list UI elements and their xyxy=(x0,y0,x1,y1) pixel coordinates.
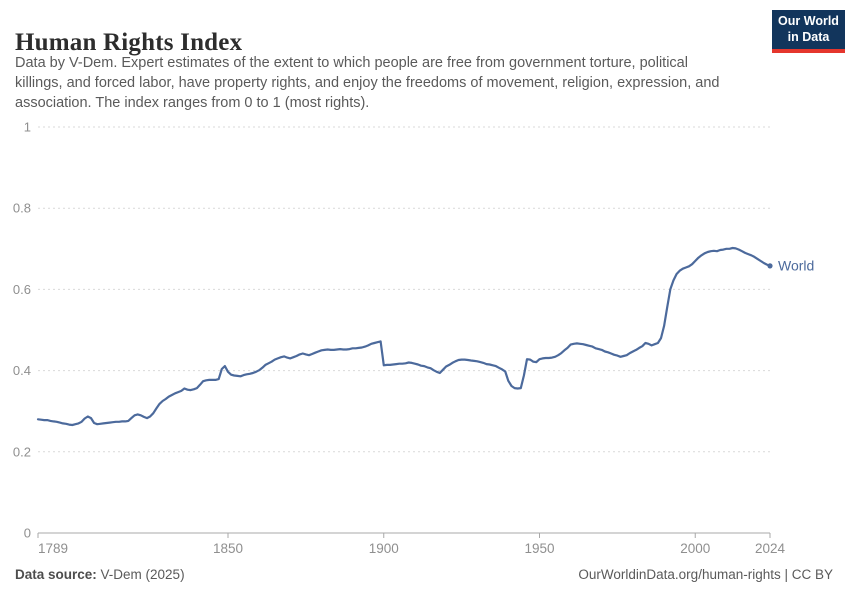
owid-logo-line2: in Data xyxy=(787,30,830,44)
chart-subtitle: Data by V-Dem. Expert estimates of the e… xyxy=(15,55,720,111)
y-axis-tick-label: 0.8 xyxy=(13,201,31,216)
y-axis-tick-label: 0.2 xyxy=(13,444,31,459)
y-axis-tick-label: 0.4 xyxy=(13,363,31,378)
owid-logo[interactable]: Our World in Data xyxy=(772,10,845,53)
data-source: Data source: V-Dem (2025) xyxy=(15,567,185,582)
x-axis-tick-label: 2024 xyxy=(755,541,786,556)
x-axis-tick-label: 1950 xyxy=(524,541,554,556)
x-axis-tick-label: 1789 xyxy=(38,541,68,556)
series-end-dot xyxy=(767,263,773,269)
x-axis-tick-label: 2000 xyxy=(680,541,710,556)
x-axis-tick-label: 1900 xyxy=(369,541,399,556)
y-axis-tick-label: 0.6 xyxy=(13,282,31,297)
chart-title: Human Rights Index xyxy=(15,28,243,56)
series-line-world[interactable] xyxy=(36,246,772,427)
data-source-label: Data source: xyxy=(15,567,97,582)
data-source-value: V-Dem (2025) xyxy=(96,567,185,582)
credit-link[interactable]: OurWorldinData.org/human-rights | CC BY xyxy=(578,567,833,582)
x-axis-tick-label: 1850 xyxy=(213,541,243,556)
owid-logo-line1: Our World xyxy=(778,14,839,28)
y-axis-tick-label: 0 xyxy=(24,526,31,541)
series-end-label[interactable]: World xyxy=(778,257,814,273)
y-axis-tick-label: 1 xyxy=(24,120,31,135)
